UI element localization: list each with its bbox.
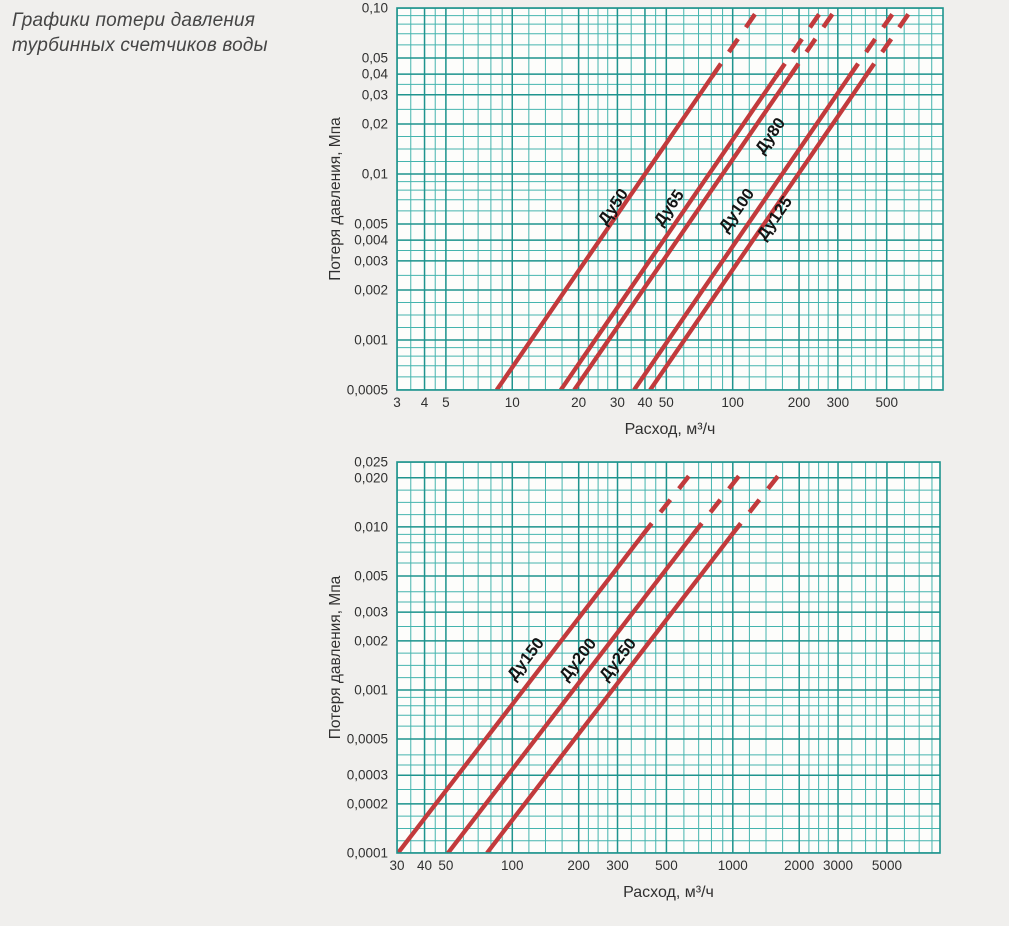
series-line-dashed-Ду250 — [729, 465, 788, 538]
x-tick-label: 300 — [606, 858, 629, 873]
y-tick-label: 0,0005 — [347, 383, 388, 398]
series-line-solid-Ду125 — [648, 75, 867, 390]
series-line-dashed-Ду200 — [690, 465, 749, 538]
y-tick-label: 0,0002 — [347, 796, 388, 811]
y-tick-label: 0,005 — [354, 568, 388, 583]
series-line-solid-Ду100 — [632, 75, 851, 390]
x-tick-label: 500 — [875, 395, 898, 410]
series-line-dashed-Ду150 — [640, 465, 699, 538]
plot-border — [396, 7, 944, 391]
x-tick-label: 5000 — [872, 858, 902, 873]
title-line-1: Графики потери давления — [12, 10, 256, 31]
x-tick-label: 300 — [827, 395, 850, 410]
y-tick-label: 0,003 — [354, 605, 388, 620]
y-tick-label: 0,002 — [354, 283, 388, 298]
x-tick-label: 100 — [721, 395, 744, 410]
series-line-dashed-Ду65 — [773, 8, 826, 79]
series-line-solid-Ду65 — [559, 75, 778, 390]
y-tick-label: 0,0005 — [347, 732, 388, 747]
series-line-dashed-Ду80 — [787, 8, 839, 79]
page-title: Графики потери давления турбинных счетчи… — [12, 8, 342, 58]
y-tick-label: 0,001 — [354, 682, 388, 697]
y-tick-label: 0,005 — [354, 216, 388, 231]
series-line-solid-Ду200 — [446, 534, 694, 853]
x-tick-label: 10 — [505, 395, 520, 410]
x-tick-label: 200 — [567, 858, 590, 873]
x-tick-label: 40 — [417, 858, 432, 873]
x-tick-label: 40 — [637, 395, 652, 410]
x-tick-label: 3000 — [823, 858, 853, 873]
x-tick-label: 200 — [788, 395, 811, 410]
plot-area — [397, 8, 943, 390]
series-line-dashed-Ду50 — [710, 8, 762, 79]
x-tick-label: 50 — [438, 858, 453, 873]
x-tick-label: 500 — [655, 858, 678, 873]
y-tick-label: 0,001 — [354, 333, 388, 348]
y-tick-label: 0,010 — [354, 519, 388, 534]
y-tick-label: 0,002 — [354, 633, 388, 648]
y-tick-label: 0,04 — [362, 67, 389, 82]
x-tick-label: 50 — [659, 395, 674, 410]
y-tick-label: 0,03 — [362, 87, 388, 102]
x-tick-label: 1000 — [718, 858, 748, 873]
series-line-dashed-Ду100 — [847, 8, 899, 79]
y-tick-label: 0,003 — [354, 253, 388, 268]
series-line-solid-Ду150 — [397, 534, 644, 853]
series-line-solid-Ду250 — [485, 534, 733, 853]
y-tick-label: 0,10 — [362, 1, 388, 16]
plot-area — [397, 462, 940, 853]
x-tick-label: 30 — [389, 858, 404, 873]
x-tick-label: 100 — [501, 858, 524, 873]
y-tick-label: 0,0001 — [347, 846, 388, 861]
y-axis-title: Потеря давления, Мпа — [327, 117, 344, 281]
x-tick-label: 3 — [393, 395, 401, 410]
y-axis-title: Потеря давления, Мпа — [327, 575, 344, 739]
x-tick-label: 5 — [442, 395, 450, 410]
series-line-solid-Ду80 — [572, 75, 792, 390]
y-tick-label: 0,004 — [354, 233, 388, 248]
x-axis-title: Расход, м³/ч — [623, 884, 714, 901]
x-tick-label: 4 — [421, 395, 429, 410]
y-tick-label: 0,0003 — [347, 768, 388, 783]
y-tick-label: 0,01 — [362, 167, 388, 182]
series-line-dashed-Ду125 — [863, 8, 915, 79]
x-tick-label: 2000 — [784, 858, 814, 873]
x-tick-label: 30 — [610, 395, 625, 410]
x-axis-title: Расход, м³/ч — [625, 421, 716, 438]
plot-border — [396, 461, 941, 854]
y-tick-label: 0,02 — [362, 117, 388, 132]
series-line-solid-Ду50 — [494, 75, 714, 390]
title-line-2: турбинных счетчиков воды — [12, 35, 268, 57]
y-tick-label: 0,025 — [354, 455, 388, 470]
y-tick-label: 0,020 — [354, 470, 388, 485]
x-tick-label: 20 — [571, 395, 586, 410]
y-tick-label: 0,05 — [362, 50, 388, 65]
